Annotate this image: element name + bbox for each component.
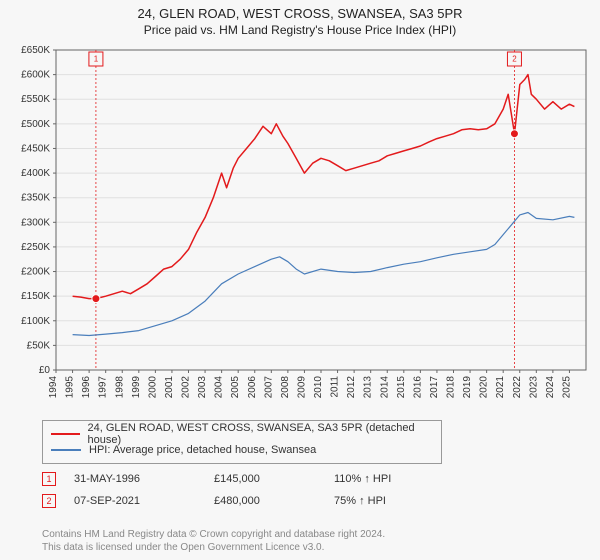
svg-text:£150K: £150K: [21, 291, 50, 302]
svg-text:2005: 2005: [230, 376, 241, 399]
svg-text:2011: 2011: [330, 376, 341, 398]
svg-text:2025: 2025: [561, 376, 572, 399]
transaction-price-2: £480,000: [214, 495, 334, 507]
footer-line-2: This data is licensed under the Open Gov…: [42, 541, 385, 554]
svg-text:2016: 2016: [412, 376, 423, 399]
svg-text:£250K: £250K: [21, 242, 50, 253]
svg-text:£400K: £400K: [21, 168, 50, 179]
svg-text:2022: 2022: [512, 376, 523, 399]
legend: 24, GLEN ROAD, WEST CROSS, SWANSEA, SA3 …: [42, 420, 442, 464]
title-sub: Price paid vs. HM Land Registry's House …: [0, 23, 600, 37]
chart-area: £0 £50K £100K £150K £200K £250K £300K £350K £400…: [0, 42, 600, 412]
title-main: 24, GLEN ROAD, WEST CROSS, SWANSEA, SA3 …: [0, 6, 600, 21]
chart-svg: £0 £50K £100K £150K £200K £250K £300K £350K £400…: [0, 42, 600, 412]
svg-text:2012: 2012: [346, 376, 357, 399]
transaction-row-2: 2 07-SEP-2021 £480,000 75% ↑ HPI: [42, 490, 562, 512]
svg-text:2008: 2008: [280, 376, 291, 399]
transaction-delta-1: 110% ↑ HPI: [334, 473, 454, 485]
svg-text:2000: 2000: [147, 376, 158, 399]
svg-text:1999: 1999: [131, 376, 142, 399]
legend-swatch-hpi: [51, 449, 81, 451]
legend-label-hpi: HPI: Average price, detached house, Swan…: [89, 444, 316, 456]
svg-text:£500K: £500K: [21, 119, 50, 130]
svg-text:1996: 1996: [81, 376, 92, 399]
footer-line-1: Contains HM Land Registry data © Crown c…: [42, 528, 385, 541]
svg-text:£200K: £200K: [21, 267, 50, 278]
svg-text:£350K: £350K: [21, 193, 50, 204]
transaction-marker-2: 2: [42, 494, 56, 508]
legend-label-property: 24, GLEN ROAD, WEST CROSS, SWANSEA, SA3 …: [88, 422, 434, 446]
svg-text:£0: £0: [39, 365, 51, 376]
svg-text:2003: 2003: [197, 376, 208, 399]
svg-text:£600K: £600K: [21, 70, 50, 81]
svg-text:2023: 2023: [528, 376, 539, 399]
transaction-date-2: 07-SEP-2021: [74, 495, 214, 507]
svg-text:2014: 2014: [379, 376, 390, 399]
transaction-delta-2: 75% ↑ HPI: [334, 495, 454, 507]
svg-text:£650K: £650K: [21, 45, 50, 56]
svg-text:2007: 2007: [263, 376, 274, 399]
svg-text:2009: 2009: [296, 376, 307, 399]
svg-text:2004: 2004: [214, 376, 225, 399]
svg-text:2015: 2015: [396, 376, 407, 399]
svg-text:2: 2: [512, 55, 517, 64]
svg-text:£550K: £550K: [21, 94, 50, 105]
svg-text:£450K: £450K: [21, 143, 50, 154]
footer: Contains HM Land Registry data © Crown c…: [42, 528, 385, 554]
svg-text:2002: 2002: [181, 376, 192, 399]
transaction-marker-1: 1: [42, 472, 56, 486]
svg-text:1998: 1998: [114, 376, 125, 399]
svg-text:1994: 1994: [48, 376, 59, 399]
svg-text:2006: 2006: [247, 376, 258, 399]
transaction-date-1: 31-MAY-1996: [74, 473, 214, 485]
svg-text:2001: 2001: [164, 376, 175, 399]
transaction-price-1: £145,000: [214, 473, 334, 485]
svg-text:2019: 2019: [462, 376, 473, 399]
chart-titles: 24, GLEN ROAD, WEST CROSS, SWANSEA, SA3 …: [0, 0, 600, 37]
legend-item-property: 24, GLEN ROAD, WEST CROSS, SWANSEA, SA3 …: [51, 426, 433, 442]
svg-text:1997: 1997: [98, 376, 109, 399]
transaction-table: 1 31-MAY-1996 £145,000 110% ↑ HPI 2 07-S…: [42, 468, 562, 512]
svg-text:2010: 2010: [313, 376, 324, 399]
svg-text:£100K: £100K: [21, 316, 50, 327]
svg-text:2018: 2018: [446, 376, 457, 399]
svg-text:2013: 2013: [363, 376, 374, 399]
svg-text:1995: 1995: [65, 376, 76, 399]
svg-text:2021: 2021: [495, 376, 506, 399]
legend-swatch-property: [51, 433, 80, 435]
transaction-row-1: 1 31-MAY-1996 £145,000 110% ↑ HPI: [42, 468, 562, 490]
svg-text:2017: 2017: [429, 376, 440, 399]
svg-text:2020: 2020: [479, 376, 490, 399]
svg-text:£50K: £50K: [27, 340, 51, 351]
svg-text:£300K: £300K: [21, 217, 50, 228]
svg-text:2024: 2024: [545, 376, 556, 399]
svg-text:1: 1: [94, 55, 99, 64]
